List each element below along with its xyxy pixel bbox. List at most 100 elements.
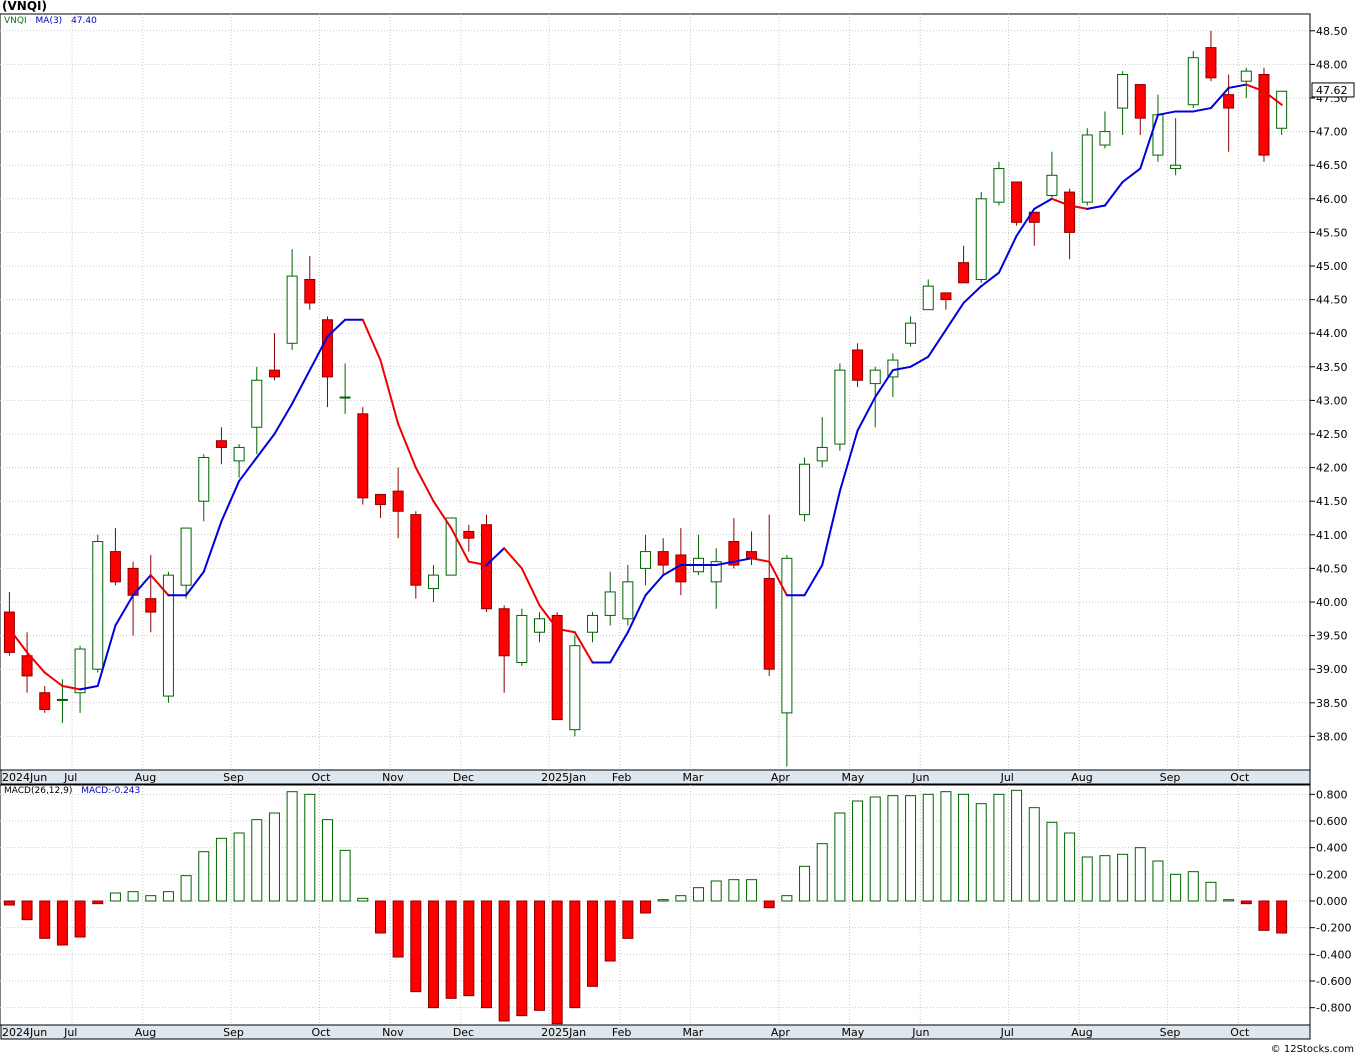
ma-line-segment	[450, 527, 470, 563]
candle-body	[1011, 181, 1023, 223]
macd-bar	[781, 895, 793, 902]
price-x-axis-band	[0, 769, 1311, 785]
ma-line-segment	[503, 547, 523, 570]
ma-line-segment	[326, 318, 347, 338]
price-x-tick-label: Oct	[1230, 771, 1250, 784]
macd-bar	[109, 892, 121, 902]
macd-bar	[905, 795, 917, 902]
ma-line-segment	[43, 671, 64, 687]
macd-bar	[587, 900, 599, 987]
macd-bar	[852, 800, 864, 902]
macd-bar	[746, 879, 758, 902]
macd-bar	[710, 880, 722, 902]
candle-body	[74, 648, 86, 694]
macd-y-tick-label: 0.800	[1316, 788, 1348, 801]
macd-bar	[374, 900, 386, 934]
ma-line-segment	[1103, 181, 1124, 207]
macd-bar	[268, 812, 280, 902]
ma-line-segment	[980, 271, 1000, 288]
macd-bar	[728, 879, 740, 902]
candle-body	[109, 551, 121, 583]
price-x-tick-label: 2025Jan	[541, 771, 586, 784]
ma-line-segment	[1192, 107, 1212, 113]
macd-x-tick-label: 2025Jan	[541, 1026, 586, 1039]
last-price-label: 47.62	[1316, 84, 1348, 97]
ma-line-segment	[768, 560, 788, 597]
macd-bar	[693, 887, 705, 902]
price-legend-ticker: VNQI	[4, 16, 27, 26]
ma-line-segment	[432, 500, 453, 530]
ma-line-segment	[874, 369, 894, 399]
macd-bar	[39, 900, 51, 939]
candle-body	[286, 275, 298, 344]
macd-bar	[215, 837, 227, 902]
macd-bar	[1205, 881, 1217, 902]
macd-x-tick-label: Feb	[612, 1026, 631, 1039]
candle-body	[463, 530, 475, 539]
candle-body	[304, 278, 316, 304]
ma-line-segment	[291, 369, 311, 405]
macd-bar	[21, 900, 33, 921]
candle-body	[1117, 73, 1129, 109]
price-legend-value: 47.40	[71, 16, 97, 26]
macd-bar	[1276, 900, 1288, 934]
price-y-tick-label: 44.00	[1316, 327, 1348, 340]
candle-body	[958, 262, 970, 284]
price-x-tick-label: May	[842, 771, 865, 784]
price-y-tick-label: 40.50	[1316, 562, 1348, 575]
macd-y-tick-label: -0.400	[1316, 948, 1351, 961]
price-y-tick-label: 46.00	[1316, 193, 1348, 206]
ma-line-segment	[1262, 90, 1283, 106]
candle-body	[905, 322, 917, 344]
macd-bar	[534, 900, 545, 1011]
macd-bar	[1240, 900, 1252, 905]
ma-line-segment	[573, 631, 594, 664]
ma-line-segment	[361, 318, 382, 362]
candle-body	[710, 561, 722, 583]
candle-body	[445, 517, 457, 576]
candle-body	[1205, 47, 1217, 79]
candle-body	[816, 446, 828, 462]
candle-body	[657, 551, 669, 566]
ma-line-segment	[891, 365, 912, 372]
macd-bar	[940, 791, 952, 902]
macd-bar	[816, 843, 828, 902]
candle-body	[569, 645, 581, 731]
macd-bar	[162, 891, 174, 902]
macd-bar	[357, 897, 369, 902]
macd-bar	[1170, 873, 1182, 902]
ma-line-segment	[538, 604, 559, 630]
price-legend: VNQI MA(3) 47.40	[4, 16, 97, 26]
price-x-tick-label: Aug	[1071, 771, 1092, 784]
macd-x-tick-label: Jul	[1000, 1026, 1014, 1039]
price-y-tick-label: 48.00	[1316, 58, 1348, 71]
macd-bar	[993, 793, 1005, 902]
macd-y-tick-label: 0.600	[1316, 815, 1348, 828]
macd-bar	[1011, 789, 1023, 902]
macd-bar	[498, 900, 510, 1022]
macd-x-axis-band	[0, 1024, 1311, 1040]
ma-line-segment	[803, 564, 824, 597]
macd-y-tick-label: 0.200	[1316, 868, 1348, 881]
price-y-tick-label: 45.00	[1316, 260, 1348, 273]
macd-bar	[445, 900, 457, 999]
candle-body	[498, 608, 510, 657]
candle-body	[1134, 84, 1146, 119]
candle-body	[410, 514, 422, 586]
macd-bar	[92, 900, 104, 905]
price-legend-indicator: MA(3)	[35, 16, 63, 26]
macd-bar	[3, 900, 15, 906]
ma-line-segment	[856, 396, 877, 432]
ma-line-segment	[379, 359, 400, 425]
ma-line-segment	[467, 560, 488, 567]
ma-line-segment	[1245, 83, 1265, 93]
candle-body	[551, 614, 563, 721]
price-y-tick-label: 39.50	[1316, 630, 1348, 643]
chart-title: (VNQI)	[2, 0, 47, 13]
ma-line-segment	[26, 651, 46, 674]
ma-line-segment	[732, 557, 753, 563]
macd-y-tick-label: 0.000	[1316, 895, 1348, 908]
price-y-tick-label: 48.50	[1316, 25, 1348, 38]
macd-bar	[1081, 856, 1093, 902]
macd-bar	[657, 899, 669, 902]
